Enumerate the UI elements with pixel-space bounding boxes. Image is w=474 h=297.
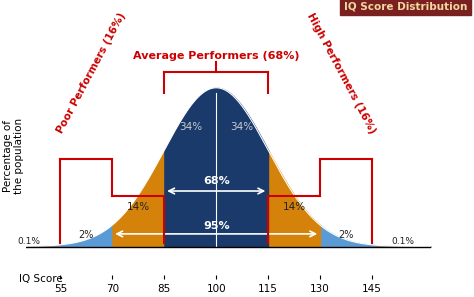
Text: 0.1%: 0.1% xyxy=(392,237,415,246)
Text: 34%: 34% xyxy=(231,122,254,132)
Text: 95%: 95% xyxy=(203,221,229,231)
Text: IQ Score: IQ Score xyxy=(19,274,63,284)
Text: 68%: 68% xyxy=(203,176,229,186)
Text: Poor Performers (16%): Poor Performers (16%) xyxy=(55,11,128,135)
Text: IQ Score Distribution: IQ Score Distribution xyxy=(344,1,467,12)
Text: High Performers (16%): High Performers (16%) xyxy=(305,11,377,135)
Text: 14%: 14% xyxy=(127,202,150,212)
Text: 34%: 34% xyxy=(179,122,202,132)
Text: Average Performers (68%): Average Performers (68%) xyxy=(133,51,300,61)
Text: 2%: 2% xyxy=(338,230,354,240)
Text: 14%: 14% xyxy=(283,202,306,212)
Text: 0.1%: 0.1% xyxy=(18,237,41,246)
Y-axis label: Percentage of
the population: Percentage of the population xyxy=(3,118,24,194)
Text: 2%: 2% xyxy=(79,230,94,240)
